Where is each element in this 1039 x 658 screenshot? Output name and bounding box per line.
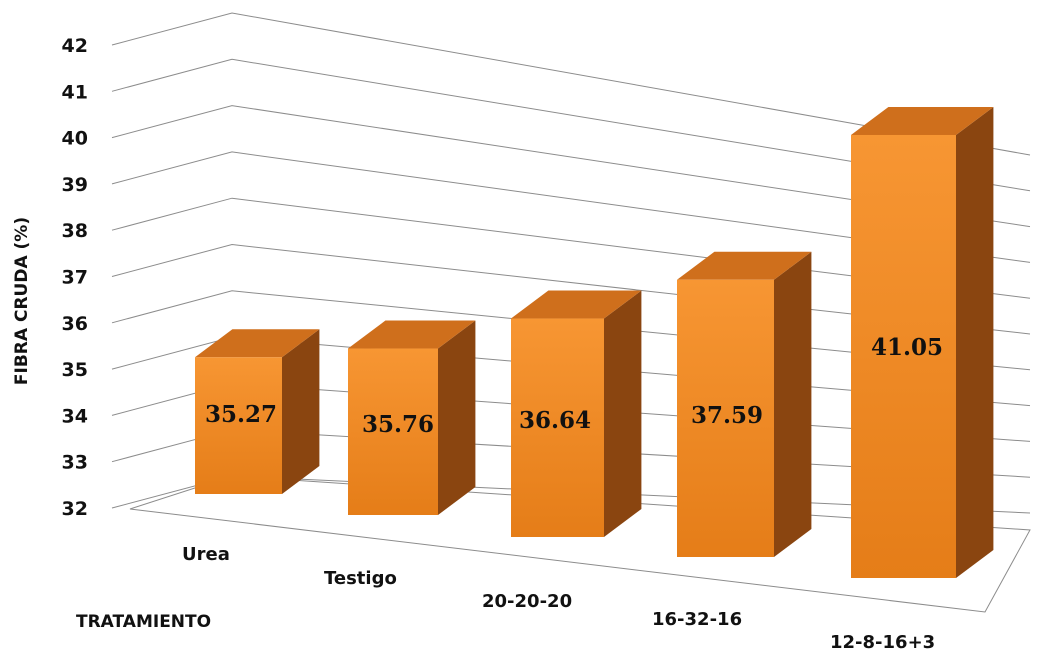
bar-side — [774, 251, 812, 558]
bar: 35.27 — [195, 329, 320, 494]
x-category-label: 12-8-16+3 — [830, 632, 935, 653]
bar: 35.76 — [348, 320, 476, 515]
bar-top — [677, 251, 812, 280]
y-tick-label: 39 — [62, 174, 88, 196]
y-tick-label: 34 — [62, 405, 88, 427]
y-tick-label: 33 — [62, 452, 88, 474]
bar-front — [851, 134, 956, 578]
bar-value-label: 36.64 — [519, 407, 591, 434]
y-tick-label: 35 — [62, 359, 88, 381]
bar-side — [956, 106, 994, 578]
bar: 41.05 — [851, 106, 994, 578]
x-axis-categories: Urea Testigo 20-20-20 16-32-16 12-8-16+3 — [182, 544, 935, 653]
bar-front — [677, 279, 774, 557]
y-tick-label: 36 — [62, 313, 88, 335]
gridline — [111, 105, 1031, 228]
bar-top — [348, 320, 476, 349]
bar: 36.64 — [511, 290, 642, 537]
bar-front — [348, 348, 438, 515]
gridline — [111, 58, 1031, 192]
bar-front — [511, 318, 604, 537]
bar-top — [511, 290, 642, 319]
bar-side — [438, 320, 476, 515]
bars: 35.27 35.76 36.64 37.59 41.05 — [195, 106, 994, 578]
gridline — [111, 151, 1031, 263]
y-tick-label: 42 — [62, 35, 88, 57]
y-tick-label: 32 — [62, 498, 88, 520]
bar-value-label: 37.59 — [691, 402, 763, 429]
y-tick-label: 37 — [62, 267, 88, 289]
bar-value-label: 35.76 — [362, 411, 434, 438]
bar-side — [604, 290, 642, 537]
x-axis-title: TRATAMIENTO — [76, 612, 211, 632]
x-category-label: Urea — [182, 544, 230, 565]
y-tick-label: 38 — [62, 220, 88, 242]
bar-value-label: 41.05 — [871, 334, 943, 361]
gridline — [111, 12, 1031, 156]
bar-top — [195, 329, 320, 358]
y-axis-title: FIBRA CRUDA (%) — [12, 217, 32, 385]
x-category-label: 16-32-16 — [652, 609, 742, 630]
y-axis-ticks: 32 33 34 35 36 37 38 39 40 41 42 — [62, 35, 88, 520]
bar-side — [282, 329, 320, 494]
x-category-label: 20-20-20 — [482, 591, 572, 612]
bar: 37.59 — [677, 251, 812, 558]
bar-value-label: 35.27 — [205, 401, 277, 428]
bar-top — [851, 106, 994, 135]
bar-front — [195, 357, 282, 494]
y-tick-label: 41 — [62, 81, 88, 103]
y-tick-label: 40 — [62, 128, 88, 150]
x-category-label: Testigo — [324, 568, 397, 589]
